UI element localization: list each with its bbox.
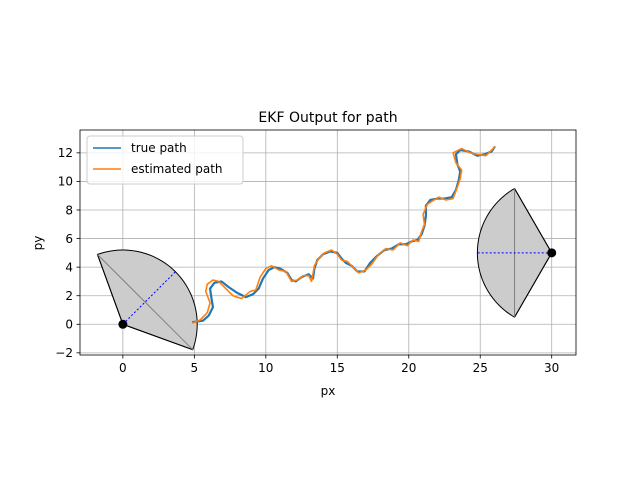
x-tick-label: 20 — [401, 361, 416, 375]
plot-area: 0 5 10 15 20 25 30 −2 0 2 4 6 8 10 12 — [55, 129, 577, 375]
y-tick-label: 6 — [65, 232, 73, 246]
chart-title: EKF Output for path — [258, 110, 397, 126]
x-tick-label: 10 — [258, 361, 273, 375]
x-tick-label: 25 — [473, 361, 488, 375]
legend-estimated-path-label: estimated path — [131, 162, 223, 176]
ticks: 0 5 10 15 20 25 30 −2 0 2 4 6 8 10 12 — [55, 146, 559, 375]
sensors — [96, 187, 557, 351]
legend: true path estimated path — [86, 135, 244, 185]
sensor-edge — [96, 254, 124, 325]
x-axis-label: px — [321, 384, 336, 398]
sensor-marker — [547, 248, 557, 258]
y-tick-label: 2 — [65, 289, 73, 303]
y-tick-label: −2 — [55, 346, 73, 360]
y-tick-label: 8 — [65, 203, 73, 217]
sensor-edge — [514, 188, 553, 254]
x-tick-label: 5 — [191, 361, 199, 375]
sensor-edge — [514, 252, 553, 318]
y-tick-label: 10 — [58, 175, 73, 189]
series — [191, 146, 496, 324]
axes-frame — [79, 129, 577, 356]
legend-true-path-label: true path — [131, 141, 187, 155]
x-tick-label: 0 — [119, 361, 127, 375]
y-tick-label: 12 — [58, 146, 73, 160]
y-axis-label: py — [31, 236, 45, 251]
y-tick-label: 4 — [65, 260, 73, 274]
x-tick-label: 30 — [544, 361, 559, 375]
y-tick-label: 0 — [65, 318, 73, 332]
estimated-path-line — [192, 146, 496, 324]
legend-box — [86, 135, 244, 185]
x-tick-label: 15 — [330, 361, 345, 375]
sensor-chord — [122, 271, 176, 325]
sensor-marker — [118, 319, 128, 329]
sensor-midline — [97, 254, 194, 351]
sensor-edge — [122, 323, 193, 351]
